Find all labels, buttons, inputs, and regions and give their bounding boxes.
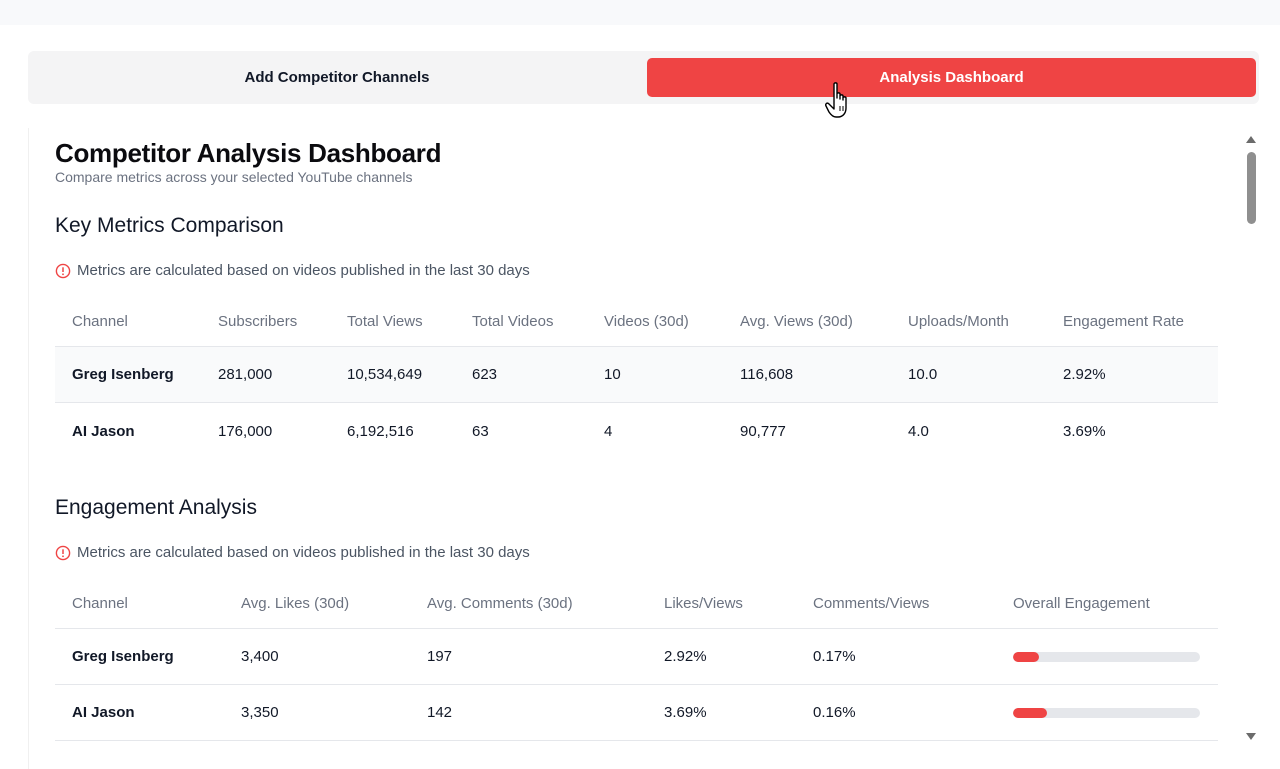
table-row: Greg Isenberg 281,000 10,534,649 623 10 … <box>55 347 1218 403</box>
engagement-note: Metrics are calculated based on videos p… <box>55 544 530 561</box>
hand-pointer-icon <box>825 82 847 118</box>
vertical-scrollbar[interactable] <box>1243 128 1260 748</box>
column-header: Videos (30d) <box>604 313 689 330</box>
channel-name: AI Jason <box>72 704 135 721</box>
table-cell: 4.0 <box>908 422 929 440</box>
engagement-bar-fill <box>1013 707 1047 718</box>
table-cell: 623 <box>472 366 498 383</box>
table-cell: 10,534,649 <box>347 366 423 383</box>
engagement-bar-cell <box>1013 629 1200 684</box>
table-cell: 3.69% <box>664 704 707 721</box>
table-cell: 90,777 <box>740 422 786 440</box>
engagement-bar <box>1013 707 1200 718</box>
tab-bar: Add Competitor Channels Analysis Dashboa… <box>28 51 1259 104</box>
engagement-title: Engagement Analysis <box>55 496 257 519</box>
table-cell: 10.0 <box>908 366 938 383</box>
table-row: AI Jason 176,000 6,192,516 63 4 90,777 4… <box>55 403 1218 459</box>
note-text: Metrics are calculated based on videos p… <box>77 544 530 561</box>
column-header: Likes/Views <box>664 595 743 612</box>
column-header: Overall Engagement <box>1013 595 1150 612</box>
dashboard-panel: Competitor Analysis Dashboard Compare me… <box>28 128 1242 769</box>
key-metrics-table: Channel Subscribers Total Views Total Vi… <box>55 297 1218 459</box>
table-cell: 116,608 <box>740 366 794 383</box>
tab-add-competitor-channels[interactable]: Add Competitor Channels <box>244 69 430 86</box>
table-header: Channel Avg. Likes (30d) Avg. Comments (… <box>55 579 1218 629</box>
column-header: Total Views <box>347 313 423 330</box>
engagement-table: Channel Avg. Likes (30d) Avg. Comments (… <box>55 579 1218 741</box>
table-header: Channel Subscribers Total Views Total Vi… <box>55 297 1218 347</box>
engagement-bar-cell <box>1013 685 1200 740</box>
table-cell: 3.69% <box>1063 422 1106 440</box>
table-cell: 142 <box>427 704 453 721</box>
scroll-down-arrow-icon[interactable] <box>1246 733 1256 740</box>
engagement-bar-fill <box>1013 651 1040 662</box>
table-cell: 3,400 <box>241 648 279 665</box>
table-cell: 4 <box>604 422 613 440</box>
table-cell: 2.92% <box>664 648 707 665</box>
tab-analysis-dashboard[interactable]: Analysis Dashboard <box>647 58 1256 97</box>
column-header: Avg. Views (30d) <box>740 313 853 330</box>
info-circle-icon <box>55 545 71 560</box>
channel-name: AI Jason <box>72 422 135 440</box>
column-header: Subscribers <box>218 313 298 330</box>
table-cell: 6,192,516 <box>347 422 414 440</box>
table-cell: 197 <box>427 648 453 665</box>
table-cell: 3,350 <box>241 704 279 721</box>
table-cell: 176,000 <box>218 422 273 440</box>
key-metrics-note: Metrics are calculated based on videos p… <box>55 262 530 279</box>
column-header: Uploads/Month <box>908 313 1009 330</box>
table-cell: 10 <box>604 366 621 383</box>
page-title: Competitor Analysis Dashboard <box>55 138 442 168</box>
table-cell: 0.16% <box>813 704 856 721</box>
column-header: Comments/Views <box>813 595 930 612</box>
engagement-bar <box>1013 651 1200 662</box>
scrollbar-thumb[interactable] <box>1247 152 1256 224</box>
info-circle-icon <box>55 263 71 278</box>
channel-name: Greg Isenberg <box>72 366 174 383</box>
note-text: Metrics are calculated based on videos p… <box>77 262 530 279</box>
column-header: Engagement Rate <box>1063 313 1184 330</box>
column-header: Avg. Comments (30d) <box>427 595 573 612</box>
table-cell: 0.17% <box>813 648 856 665</box>
table-cell: 281,000 <box>218 366 273 383</box>
page-subtitle: Compare metrics across your selected You… <box>55 169 413 185</box>
table-cell: 2.92% <box>1063 366 1106 383</box>
column-header: Avg. Likes (30d) <box>241 595 350 612</box>
column-header: Channel <box>72 313 128 330</box>
column-header: Total Videos <box>472 313 554 330</box>
table-cell: 63 <box>472 422 489 440</box>
table-row: AI Jason 3,350 142 3.69% 0.16% <box>55 685 1218 741</box>
table-row: Greg Isenberg 3,400 197 2.92% 0.17% <box>55 629 1218 685</box>
top-bar <box>0 0 1280 25</box>
scroll-up-arrow-icon[interactable] <box>1246 136 1256 143</box>
column-header: Channel <box>72 595 128 612</box>
key-metrics-title: Key Metrics Comparison <box>55 214 284 237</box>
channel-name: Greg Isenberg <box>72 648 174 665</box>
